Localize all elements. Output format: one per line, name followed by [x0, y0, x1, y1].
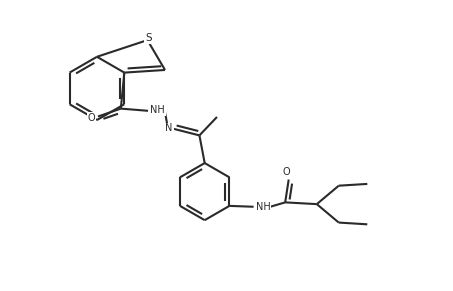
- Text: NH: NH: [256, 202, 270, 212]
- Text: N: N: [165, 123, 173, 133]
- Text: S: S: [145, 33, 152, 43]
- Text: O: O: [87, 113, 95, 123]
- Text: NH: NH: [150, 105, 165, 115]
- Text: O: O: [283, 167, 290, 177]
